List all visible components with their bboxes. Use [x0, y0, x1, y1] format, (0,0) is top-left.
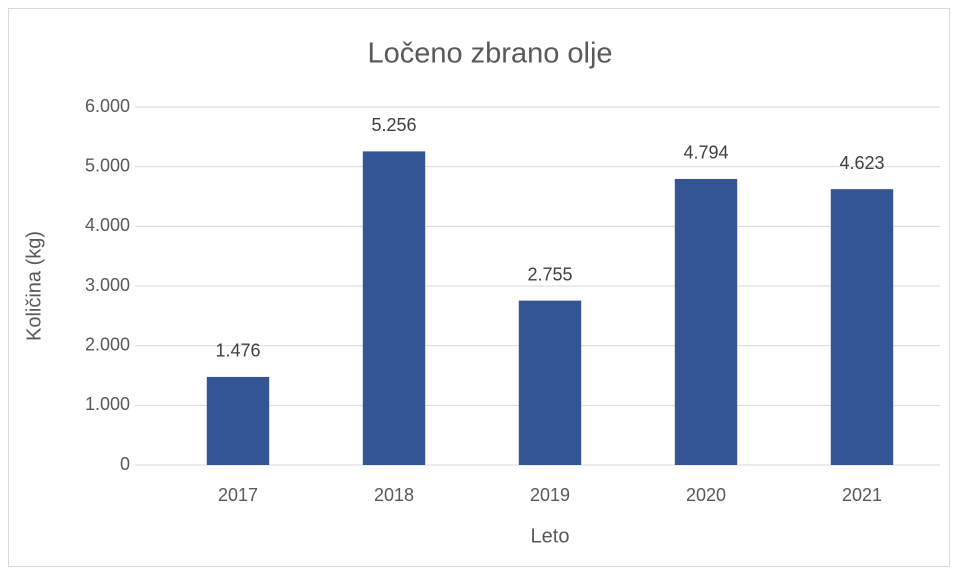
y-tick-label: 5.000: [85, 155, 130, 175]
y-tick-label: 0: [120, 454, 130, 474]
x-tick-label: 2021: [842, 485, 882, 505]
bar: [362, 151, 426, 465]
chart-frame: [8, 8, 950, 567]
y-tick-label: 2.000: [85, 334, 130, 354]
data-label: 2.755: [527, 264, 572, 284]
x-tick-label: 2019: [530, 485, 570, 505]
y-axis-label: Količina (kg): [23, 231, 45, 341]
data-label: 4.794: [683, 143, 728, 163]
x-tick-label: 2017: [218, 485, 258, 505]
y-tick-label: 6.000: [85, 96, 130, 116]
bar: [830, 189, 894, 465]
bar: [206, 376, 270, 465]
x-tick-label: 2018: [374, 485, 414, 505]
x-tick-label: 2020: [686, 485, 726, 505]
bar: [674, 178, 738, 465]
chart-title: Ločeno zbrano olje: [367, 38, 612, 70]
x-axis-label: Leto: [531, 525, 570, 547]
data-label: 5.256: [371, 115, 416, 135]
y-tick-label: 4.000: [85, 215, 130, 235]
data-label: 4.623: [839, 153, 884, 173]
bar: [518, 300, 582, 465]
y-tick-label: 3.000: [85, 275, 130, 295]
y-tick-label: 1.000: [85, 394, 130, 414]
data-label: 1.476: [215, 341, 260, 361]
